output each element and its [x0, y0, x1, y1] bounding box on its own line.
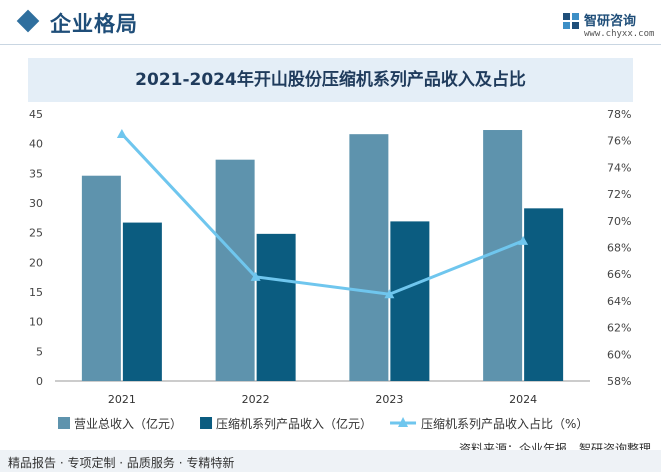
share-marker — [518, 235, 529, 245]
footer-tagline: 精品报告 · 专项定制 · 品质服务 · 专精特新 — [8, 456, 235, 470]
chart-title: 2021-2024年开山股份压缩机系列产品收入及占比 — [135, 70, 526, 90]
y-right-tick-label: 74% — [607, 161, 631, 174]
chart-title-band: 2021-2024年开山股份压缩机系列产品收入及占比 — [28, 58, 633, 102]
y-right-tick-label: 58% — [607, 375, 631, 388]
legend-label: 压缩机系列产品收入（亿元） — [216, 416, 372, 431]
zhiyan-logo-icon — [563, 13, 579, 29]
y-right-tick-label: 60% — [607, 348, 631, 361]
section-title: 企业格局 — [50, 12, 138, 36]
bar-compressor-revenue — [524, 208, 564, 381]
y-left-tick-label: 0 — [36, 375, 43, 388]
y-right-tick-label: 68% — [607, 242, 631, 255]
x-tick-label: 2021 — [108, 393, 136, 406]
y-right-tick-label: 72% — [607, 188, 631, 201]
x-tick-label: 2022 — [242, 393, 270, 406]
bar-total-revenue — [81, 175, 121, 381]
x-tick-label: 2023 — [375, 393, 403, 406]
bar-compressor-revenue — [256, 233, 296, 381]
bar-compressor-revenue — [390, 221, 430, 381]
legend-swatch — [58, 417, 70, 429]
y-left-tick-label: 35 — [29, 167, 43, 180]
y-left-tick-label: 5 — [36, 345, 43, 358]
share-marker — [250, 271, 261, 281]
y-left-tick-label: 30 — [29, 197, 43, 210]
y-right-tick-label: 64% — [607, 295, 631, 308]
logo-name: 智研咨询 — [584, 14, 637, 29]
y-left-tick-label: 40 — [29, 138, 43, 151]
header-divider — [0, 44, 661, 45]
y-left-tick-label: 25 — [29, 227, 43, 240]
y-left-tick-label: 20 — [29, 256, 43, 269]
legend-label: 营业总收入（亿元） — [74, 416, 182, 431]
footer-bar: 精品报告 · 专项定制 · 品质服务 · 专精特新 — [0, 450, 661, 472]
y-right-tick-label: 62% — [607, 322, 631, 335]
y-left-tick-label: 10 — [29, 316, 43, 329]
bar-compressor-revenue — [122, 222, 162, 381]
y-right-tick-label: 76% — [607, 135, 631, 148]
y-left-tick-label: 15 — [29, 286, 43, 299]
legend-swatch-marker — [398, 417, 409, 427]
y-right-tick-label: 66% — [607, 268, 631, 281]
share-line — [120, 132, 524, 296]
y-right-tick-label: 78% — [607, 108, 631, 121]
share-marker — [384, 289, 395, 299]
page-header: 企业格局 智研咨询 www.chyxx.com — [0, 0, 661, 46]
legend-swatch — [200, 417, 213, 429]
share-marker — [116, 129, 127, 139]
logo-url: www.chyxx.com — [584, 29, 655, 39]
x-tick-label: 2024 — [509, 393, 537, 406]
y-left-tick-label: 45 — [29, 108, 43, 121]
legend-label: 压缩机系列产品收入占比（%） — [421, 416, 588, 431]
combo-chart: 0 5 10 15 20 25 30 35 40 45 58% 60% 62% 64% 66% 68% 70% 7… — [29, 108, 631, 431]
y-right-tick-label: 70% — [607, 215, 631, 228]
diamond-icon — [16, 9, 40, 33]
bar-total-revenue — [349, 134, 389, 381]
